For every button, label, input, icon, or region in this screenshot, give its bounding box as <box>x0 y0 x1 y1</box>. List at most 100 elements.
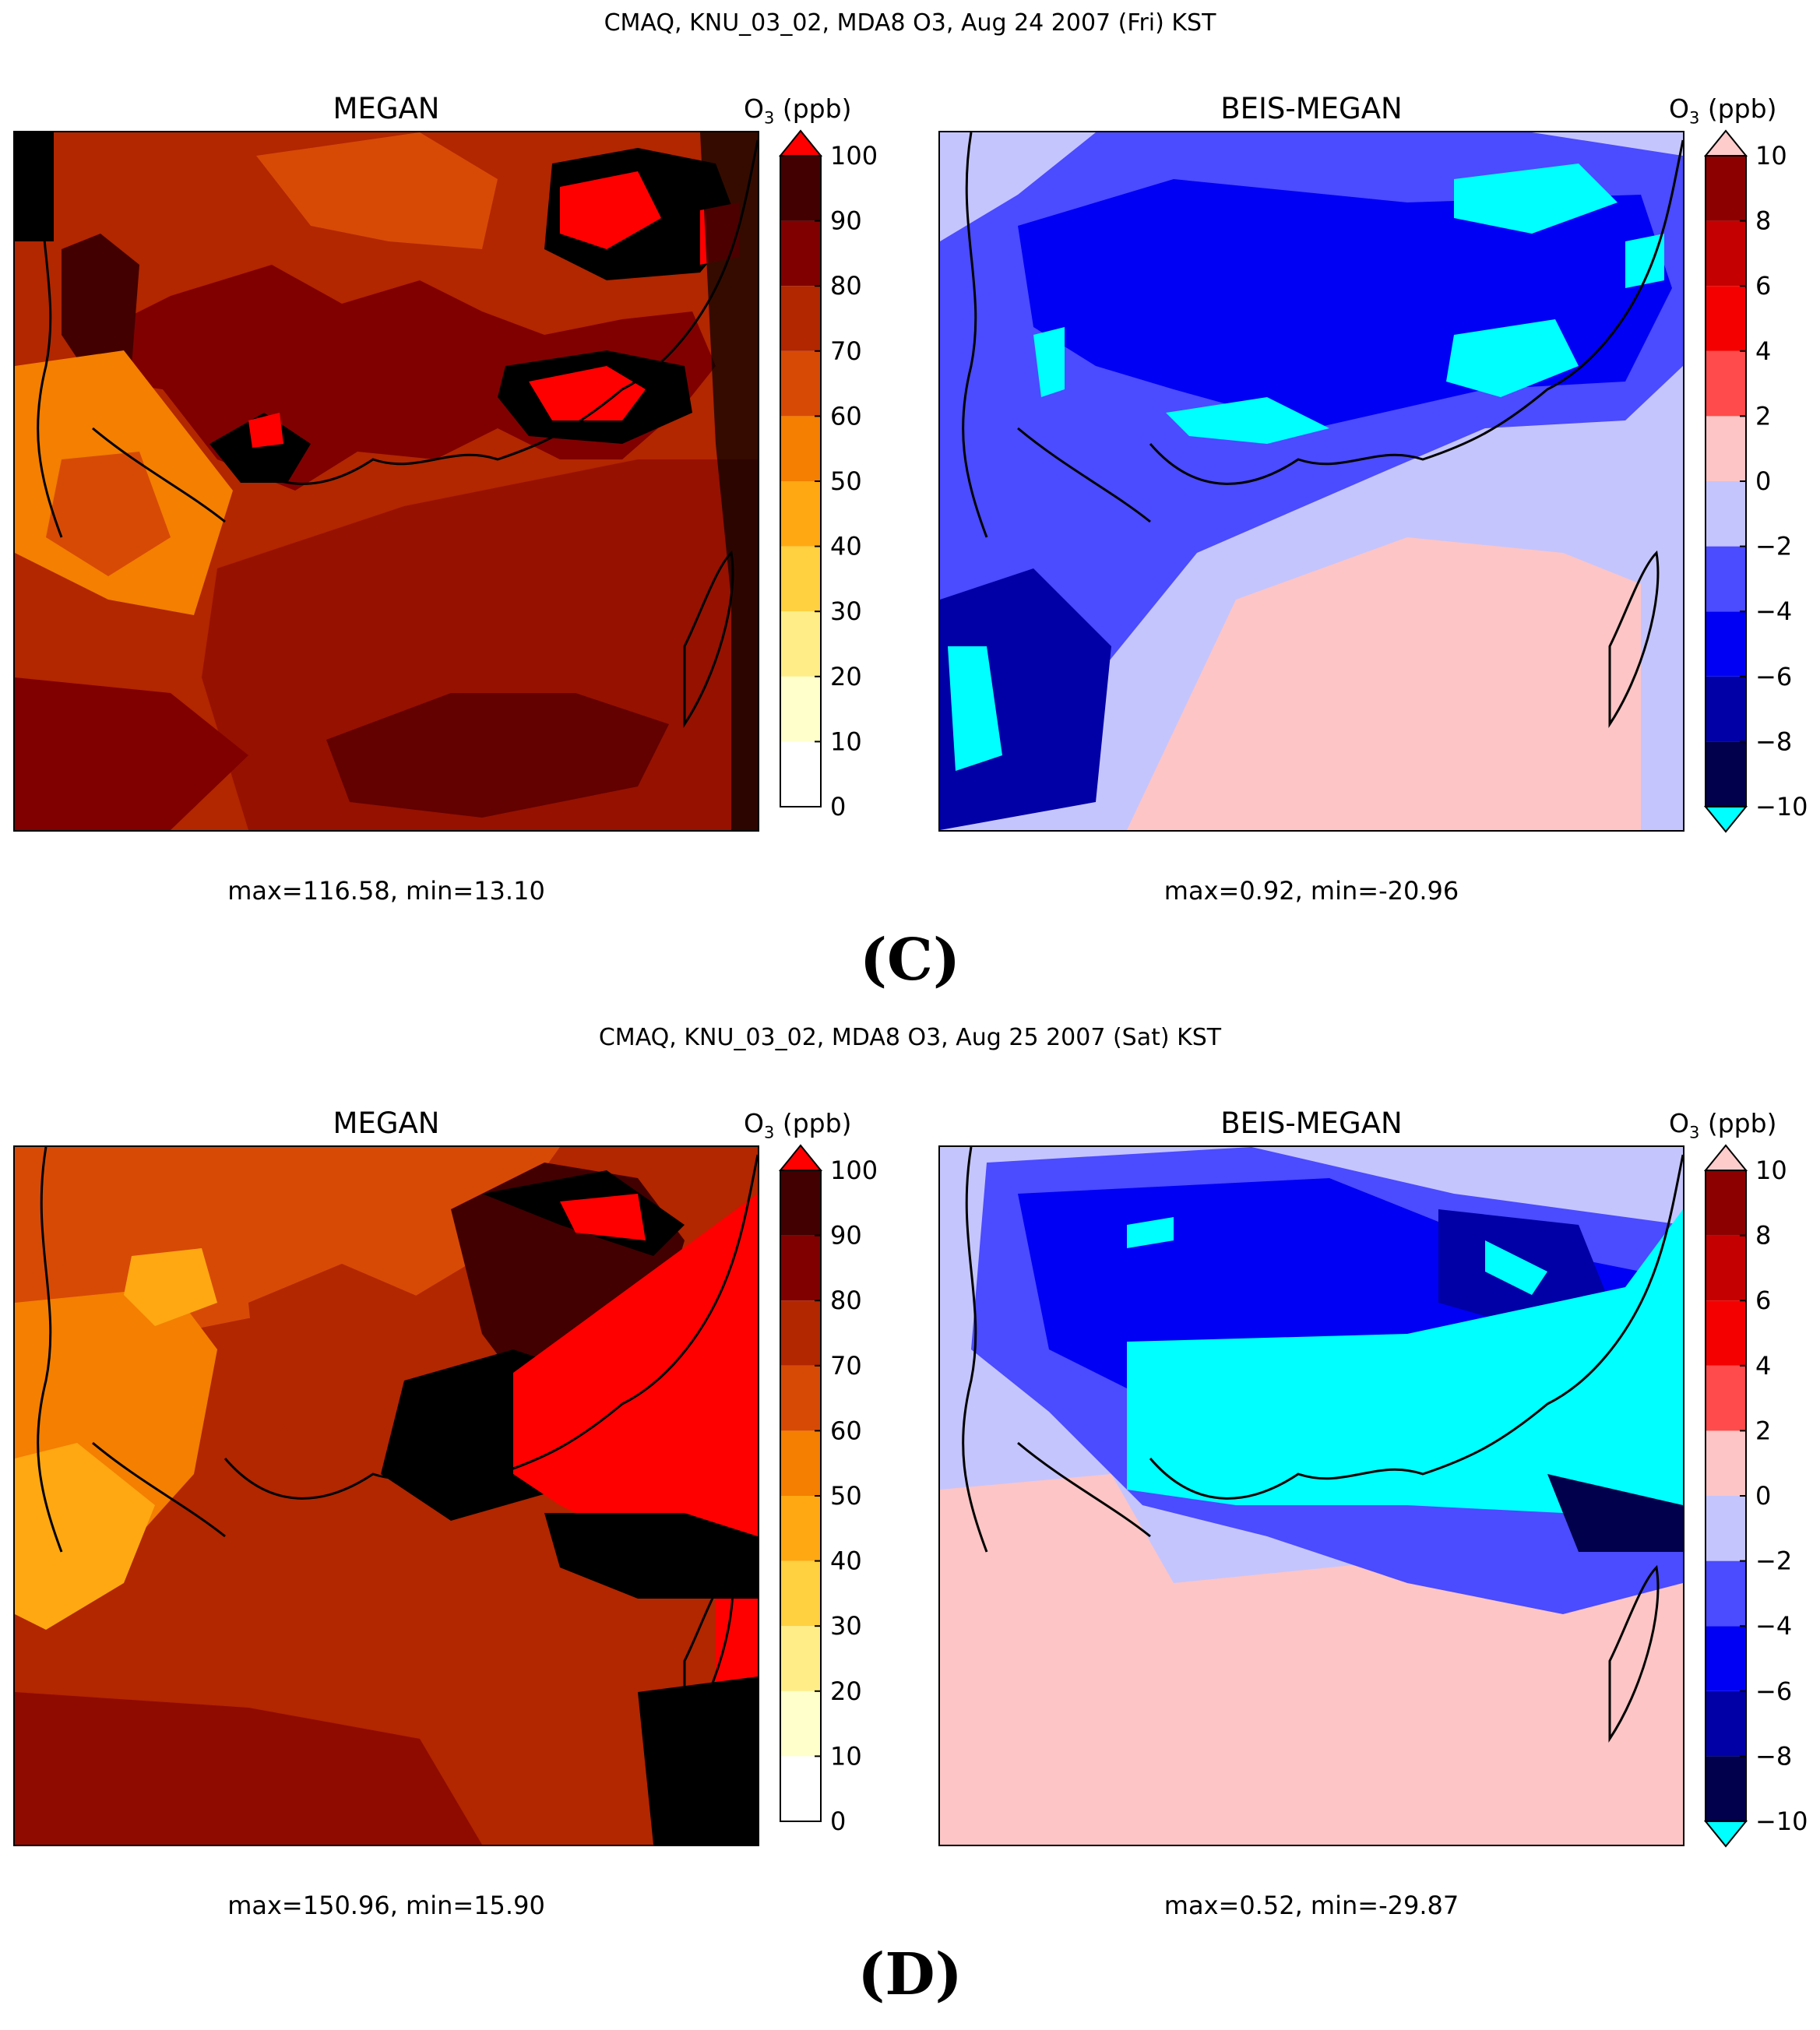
heatmap-region-below--10 <box>948 646 1002 771</box>
colorbar-segment <box>1706 416 1746 481</box>
heatmap-region-over-100 <box>248 413 283 448</box>
colorbar-segment <box>1706 1235 1746 1301</box>
colorbar-tick-label: 20 <box>830 662 862 691</box>
colorbar-tick-label: 90 <box>830 1221 862 1251</box>
colorbar-segment <box>1706 546 1746 612</box>
colorbar-tick-label: 4 <box>1755 1351 1771 1381</box>
colorbar-tick-label: 30 <box>830 596 862 626</box>
colorbar-extend-max <box>778 1144 823 1171</box>
colorbar-tick-label: 2 <box>1755 1416 1771 1445</box>
coastline <box>962 1147 1683 1743</box>
map-stats: max=150.96, min=15.90 <box>227 1891 545 1920</box>
heatmap-region-below--10 <box>1454 164 1618 234</box>
colorbar-segment <box>1706 1756 1746 1821</box>
heatmap-megan <box>13 1145 759 1846</box>
colorbar-segment <box>1706 1496 1746 1561</box>
colorbar-tick-label: −6 <box>1755 662 1792 691</box>
coastline <box>37 132 758 728</box>
colorbar-segment <box>780 481 821 547</box>
colorbar-segment <box>780 1365 821 1431</box>
colorbar-tick-label: 100 <box>830 141 878 171</box>
colorbar-tick-label: −2 <box>1755 532 1792 561</box>
colorbar-unit-label: O3 (ppb) <box>1669 1108 1777 1142</box>
colorbar-tick-label: 60 <box>830 401 862 431</box>
heatmap-beis-megan <box>938 131 1684 832</box>
colorbar-tick-label: 20 <box>830 1676 862 1706</box>
colorbar-segment <box>1706 676 1746 742</box>
heatmap-region-below--10 <box>1446 319 1579 397</box>
figure-suptitle: CMAQ, KNU_03_02, MDA8 O3, Aug 24 2007 (F… <box>604 9 1216 37</box>
colorbar-segment <box>1706 741 1746 807</box>
colorbar-tick-label: 0 <box>830 1807 846 1836</box>
colorbar-segment <box>780 1756 821 1821</box>
heatmap-beis-megan <box>938 1145 1684 1846</box>
colorbar-segment <box>780 546 821 612</box>
colorbar-unit-label: O3 (ppb) <box>744 1108 852 1142</box>
heatmap-region-60-70 <box>256 132 498 249</box>
coastline <box>37 1147 758 1743</box>
figure-panel-c: CMAQ, KNU_03_02, MDA8 O3, Aug 24 2007 (F… <box>0 0 1820 1012</box>
colorbar-segment <box>780 1170 821 1236</box>
heatmap-region-100-plus <box>638 1676 758 1845</box>
heatmap-region--8--6 <box>940 568 1111 830</box>
colorbar-segment <box>780 741 821 807</box>
colorbar-segment <box>780 1496 821 1561</box>
heatmap-region-100-plus <box>700 132 758 830</box>
heatmap-region-below--10 <box>1127 1209 1683 1521</box>
heatmap-region-over-100 <box>513 1194 758 1708</box>
heatmap-region-40-50 <box>124 1248 217 1326</box>
colorbar-segment <box>1706 1626 1746 1691</box>
colorbar-segment <box>1706 1300 1746 1366</box>
coastline <box>962 132 1683 728</box>
colorbar-segment <box>780 1690 821 1757</box>
colorbar-tick-label: 0 <box>830 792 846 821</box>
colorbar-tick-label: 8 <box>1755 1221 1771 1251</box>
colorbar-tick-label: 10 <box>830 1741 862 1771</box>
colorbar-tick-label: 90 <box>830 206 862 236</box>
colorbar-tick-label: −8 <box>1755 727 1792 756</box>
colorbar-tick-label: −10 <box>1755 792 1808 821</box>
colorbar-tick-label: 10 <box>1755 141 1787 171</box>
heatmap-region-over-100 <box>560 1194 646 1240</box>
map-stats: max=116.58, min=13.10 <box>227 876 545 906</box>
colorbar-segment <box>780 416 821 481</box>
heatmap-region-below--10 <box>1625 234 1664 288</box>
heatmap-region-80-90 <box>15 1692 482 1845</box>
colorbar-tick-label: 8 <box>1755 206 1771 236</box>
map-title-megan: MEGAN <box>333 1106 440 1140</box>
colorbar-segment <box>1706 1365 1746 1431</box>
colorbar-tick-label: −6 <box>1755 1676 1792 1706</box>
heatmap-region-below--10 <box>1033 327 1065 397</box>
colorbar-segment <box>780 1560 821 1627</box>
colorbar-tick-label: −10 <box>1755 1807 1808 1836</box>
heatmap-region-below--10 <box>1166 397 1329 444</box>
colorbar-segment <box>1706 481 1746 547</box>
heatmap-region-over-100 <box>560 171 661 249</box>
colorbar-tick-label: −4 <box>1755 1611 1792 1641</box>
map-stats: max=0.92, min=-20.96 <box>1163 876 1459 906</box>
colorbar-tick-label: 10 <box>1755 1156 1787 1185</box>
colorbar-tick-label: 50 <box>830 466 862 496</box>
colorbar: −10 −8 −6 −4 −2 0 2 4 6 8 10 <box>1703 1144 1808 1848</box>
heatmap-region-100-plus <box>209 413 311 483</box>
colorbar-tick-label: 6 <box>1755 271 1771 301</box>
heatmap-megan <box>13 131 759 832</box>
colorbar-segment <box>780 611 821 677</box>
colorbar-tick-label: 50 <box>830 1481 862 1511</box>
colorbar-extend-max <box>1703 129 1748 157</box>
colorbar-tick-label: 0 <box>1755 466 1771 496</box>
colorbar-segment <box>780 156 821 221</box>
colorbar-segment <box>1706 350 1746 417</box>
colorbar-tick-label: 30 <box>830 1611 862 1641</box>
colorbar-tick-label: 2 <box>1755 401 1771 431</box>
colorbar-segment <box>1706 611 1746 677</box>
figure-suptitle: CMAQ, KNU_03_02, MDA8 O3, Aug 25 2007 (S… <box>598 1024 1222 1051</box>
map-stats: max=0.52, min=-29.87 <box>1163 1891 1459 1920</box>
panel-label: (D) <box>857 1941 963 2008</box>
colorbar-segment <box>780 676 821 742</box>
colorbar-tick-label: 40 <box>830 1546 862 1576</box>
panel-label: (C) <box>860 927 960 994</box>
map-title-beis-megan: BEIS-MEGAN <box>1220 1106 1403 1140</box>
colorbar: 0 10 20 30 40 50 60 70 80 90 100 <box>778 129 878 832</box>
colorbar-segment <box>1706 1170 1746 1236</box>
